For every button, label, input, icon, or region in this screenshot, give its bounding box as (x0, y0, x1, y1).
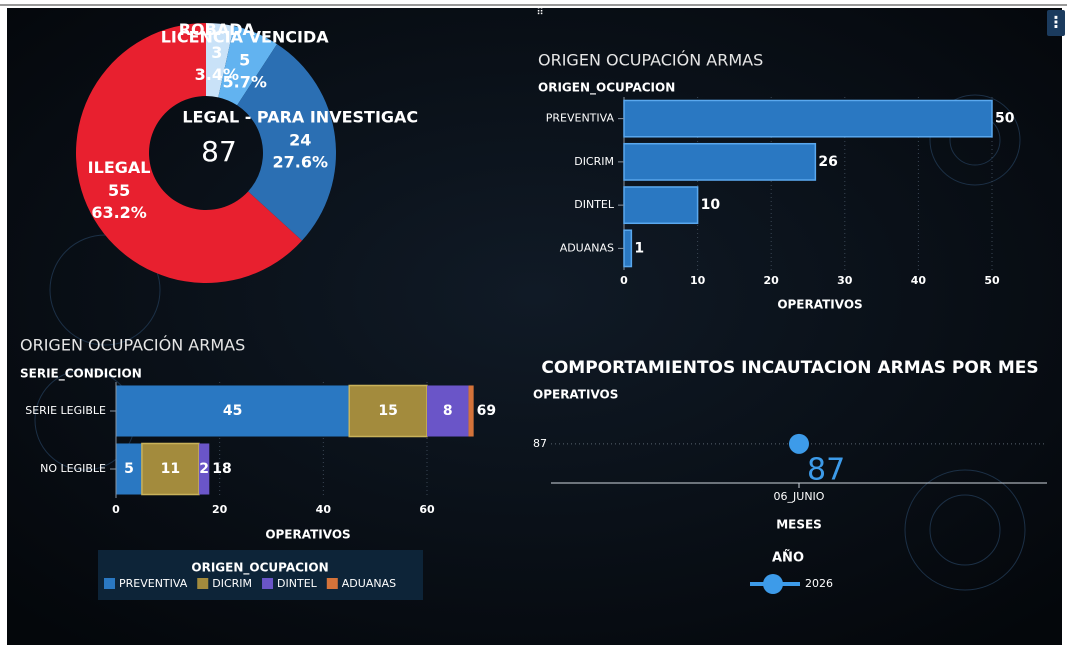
total-label: 69 (477, 403, 496, 419)
segment-value: 11 (161, 461, 180, 477)
chart-title: COMPORTAMIENTOS INCAUTACION ARMAS POR ME… (541, 358, 1038, 378)
slicer-title: AÑO (772, 550, 804, 566)
chart-title: ORIGEN OCUPACIÓN ARMAS (20, 336, 245, 355)
bar (624, 144, 815, 180)
bar-segment (468, 385, 473, 436)
x-tick-label: 10 (690, 274, 706, 287)
bar (624, 230, 631, 266)
slicer-value: 2026 (805, 577, 833, 590)
legend-label: DICRIM (212, 577, 252, 590)
slider-knob[interactable] (763, 574, 783, 594)
legend-title: ORIGEN_OCUPACION (191, 561, 328, 576)
menu-icon: ⋮ (1048, 13, 1064, 32)
legend-swatch (327, 578, 338, 589)
x-tick-label: 20 (212, 503, 228, 516)
x-tick-label: 30 (837, 274, 853, 287)
slice-value: 5 (239, 50, 250, 69)
legend-label: ADUANAS (342, 577, 396, 590)
slice-percent: 63.2% (91, 203, 147, 222)
slice-percent: 27.6% (272, 153, 328, 172)
segment-value: 5 (124, 461, 134, 477)
page: {"chart_data": [ {"type": "pie", "total"… (0, 0, 1067, 648)
data-label: 87 (807, 452, 845, 487)
y-axis-title: ORIGEN_OCUPACION (538, 81, 675, 96)
x-axis-title: OPERATIVOS (777, 298, 862, 312)
y-axis-title: OPERATIVOS (533, 388, 618, 402)
total-label: 18 (212, 461, 231, 477)
bar-value: 10 (701, 197, 721, 213)
x-tick-label: 50 (984, 274, 1000, 287)
x-axis-title: OPERATIVOS (265, 528, 350, 542)
data-point (789, 434, 809, 454)
legend-swatch (197, 578, 208, 589)
slice-name: LICENCIA VENCIDA (161, 27, 330, 46)
slice-name: LEGAL - PARA INVESTIGAC (182, 108, 418, 127)
segment-value: 15 (378, 403, 397, 419)
x-tick-label: 40 (911, 274, 927, 287)
bar (624, 187, 698, 223)
slice-value: 55 (108, 181, 130, 200)
y-tick-label: ADUANAS (560, 241, 614, 254)
chart-title: ORIGEN OCUPACIÓN ARMAS (538, 51, 763, 70)
dashboard: ⋮ ⠿ ORIGEN OCUPACIÓN ARMAS ORIGEN_OCUPAC… (0, 0, 1067, 648)
y-tick-label: 87 (533, 437, 547, 450)
x-axis-title: MESES (776, 518, 822, 532)
x-tick-label: 40 (316, 503, 332, 516)
slice-name: ILEGAL (88, 158, 151, 177)
legend-swatch (104, 578, 115, 589)
y-tick-label: SERIE LEGIBLE (25, 404, 106, 417)
x-tick-label: 20 (764, 274, 780, 287)
bar (624, 100, 992, 136)
drag-handle[interactable]: ⠿ (536, 7, 543, 18)
segment-value: 8 (443, 403, 453, 419)
x-tick-label: 06_JUNIO (774, 490, 825, 503)
slice-value: 24 (289, 131, 311, 150)
y-tick-label: DICRIM (574, 155, 614, 168)
y-tick-label: DINTEL (574, 198, 615, 211)
donut-total: 87 (201, 135, 237, 168)
legend-box (98, 550, 423, 600)
y-axis-title: SERIE_CONDICION (20, 367, 142, 382)
y-tick-label: PREVENTIVA (546, 112, 615, 125)
y-tick-label: NO LEGIBLE (40, 462, 106, 475)
legend-swatch (262, 578, 273, 589)
x-tick-label: 60 (419, 503, 435, 516)
segment-value: 2 (199, 461, 209, 477)
legend-label: PREVENTIVA (119, 577, 188, 590)
bar-value: 1 (634, 240, 644, 256)
legend-label: DINTEL (277, 577, 318, 590)
segment-value: 45 (223, 403, 242, 419)
bar-value: 26 (818, 154, 837, 170)
bar-value: 50 (995, 111, 1015, 127)
slice-percent: 5.7% (222, 72, 266, 91)
x-tick-label: 0 (620, 274, 628, 287)
x-tick-label: 0 (112, 503, 120, 516)
